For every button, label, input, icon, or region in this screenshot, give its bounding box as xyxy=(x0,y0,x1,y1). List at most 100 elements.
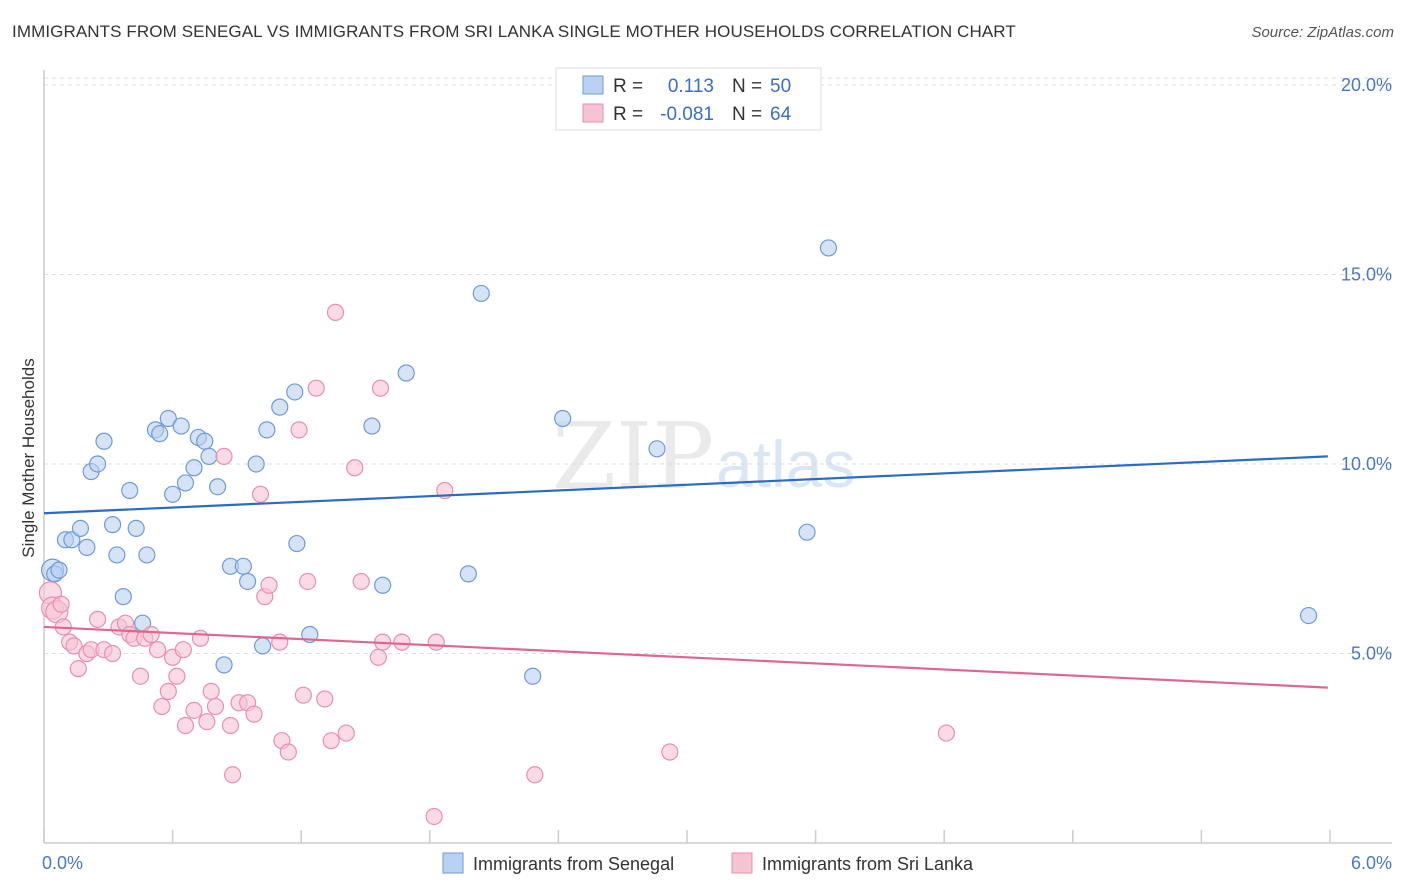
stats-n-label-senegal: N = xyxy=(732,76,762,97)
srilanka-point xyxy=(221,716,240,735)
stats-r-label-senegal: R = xyxy=(613,76,643,97)
legend-label-senegal: Immigrants from Senegal xyxy=(473,854,674,874)
senegal-point xyxy=(88,455,107,473)
bottom-legend: Immigrants from Senegal Immigrants from … xyxy=(442,852,974,874)
series-srilanka-points xyxy=(38,303,955,826)
senegal-point xyxy=(271,398,289,416)
senegal-point xyxy=(63,531,81,549)
stats-r-label-srilanka: R = xyxy=(613,104,643,125)
srilanka-point xyxy=(271,633,289,651)
legend-label-srilanka: Immigrants from Sri Lanka xyxy=(762,854,974,874)
y-tick-label: 15.0% xyxy=(1341,264,1392,284)
senegal-point xyxy=(138,546,156,564)
senegal-point xyxy=(185,459,203,477)
srilanka-point xyxy=(198,713,216,731)
senegal-point xyxy=(151,425,169,443)
senegal-point xyxy=(95,432,113,450)
srilanka-point xyxy=(103,644,122,663)
senegal-point xyxy=(234,557,252,575)
trend-lines xyxy=(43,455,1328,689)
senegal-point xyxy=(50,561,68,579)
axes xyxy=(43,70,1392,844)
stats-n-value-senegal: 50 xyxy=(770,76,791,97)
srilanka-point xyxy=(299,572,317,591)
legend-swatch-senegal xyxy=(442,852,464,874)
srilanka-point xyxy=(215,447,233,465)
stats-legend: R = 0.113 N = 50 R = -0.081 N = 64 xyxy=(555,67,822,131)
senegal-point xyxy=(1299,606,1318,625)
senegal-point xyxy=(254,637,272,655)
chart-source: Source: ZipAtlas.com xyxy=(1251,24,1394,41)
srilanka-point xyxy=(251,485,270,503)
srilanka-point xyxy=(148,641,167,659)
srilanka-point xyxy=(316,690,334,708)
srilanka-point xyxy=(174,641,192,659)
watermark-atlas: atlas xyxy=(716,427,855,501)
senegal-point xyxy=(209,478,227,496)
srilanka-point xyxy=(294,686,312,704)
watermark: ZIP atlas xyxy=(552,403,855,510)
legend-swatch-srilanka xyxy=(731,852,753,874)
stats-swatch-senegal xyxy=(582,75,604,95)
senegal-point xyxy=(286,383,304,401)
senegal-point xyxy=(819,239,838,257)
x-axis-ticks xyxy=(43,830,1331,843)
senegal-point xyxy=(239,572,257,591)
srilanka-point xyxy=(202,682,220,700)
srilanka-point xyxy=(131,667,150,685)
trend-line-srilanka xyxy=(43,625,1328,689)
srilanka-point xyxy=(937,724,955,742)
stats-r-value-senegal: 0.113 xyxy=(668,76,714,97)
senegal-point xyxy=(196,432,214,450)
series-senegal-points xyxy=(40,239,1318,685)
watermark-zip: ZIP xyxy=(552,403,714,510)
senegal-point xyxy=(200,447,218,465)
srilanka-point xyxy=(322,732,340,750)
senegal-point xyxy=(164,485,182,503)
srilanka-point xyxy=(661,743,679,761)
y-axis-tick-labels: 5.0% 10.0% 15.0% 20.0% xyxy=(1341,75,1392,664)
senegal-point xyxy=(363,417,381,435)
trend-line-senegal xyxy=(43,455,1328,515)
senegal-point xyxy=(374,576,392,594)
senegal-point xyxy=(247,455,265,473)
srilanka-point xyxy=(65,637,83,655)
srilanka-point xyxy=(52,595,70,613)
srilanka-point xyxy=(142,625,160,644)
srilanka-point xyxy=(337,724,355,742)
senegal-point xyxy=(159,409,177,428)
stats-n-label-srilanka: N = xyxy=(732,104,762,125)
srilanka-point xyxy=(168,667,186,685)
srilanka-point xyxy=(88,610,107,628)
srilanka-point xyxy=(185,701,203,719)
senegal-point xyxy=(78,538,96,556)
chart-title: IMMIGRANTS FROM SENEGAL VS IMMIGRANTS FR… xyxy=(12,22,1016,41)
senegal-point xyxy=(258,421,276,439)
y-tick-label: 20.0% xyxy=(1341,75,1392,95)
senegal-point xyxy=(648,440,666,458)
stats-swatch-srilanka xyxy=(582,103,604,123)
srilanka-point xyxy=(425,807,443,826)
senegal-point xyxy=(472,284,490,303)
srilanka-point xyxy=(326,303,345,321)
senegal-point xyxy=(103,516,122,534)
stats-n-value-srilanka: 64 xyxy=(770,104,792,125)
srilanka-point xyxy=(224,766,242,784)
senegal-point xyxy=(798,523,816,541)
senegal-point xyxy=(176,474,195,492)
x-tick-label-min: 0.0% xyxy=(42,853,83,873)
srilanka-point xyxy=(393,633,411,651)
senegal-point xyxy=(108,546,126,564)
srilanka-point xyxy=(526,766,544,784)
srilanka-point xyxy=(369,648,387,666)
y-axis-label: Single Mother Households xyxy=(19,358,38,557)
srilanka-point xyxy=(279,743,297,761)
srilanka-point xyxy=(245,705,263,723)
senegal-point xyxy=(172,417,190,435)
senegal-point xyxy=(524,667,542,685)
srilanka-point xyxy=(159,682,177,700)
y-tick-label: 5.0% xyxy=(1351,643,1392,663)
srilanka-point xyxy=(176,716,195,735)
srilanka-point xyxy=(290,421,308,439)
